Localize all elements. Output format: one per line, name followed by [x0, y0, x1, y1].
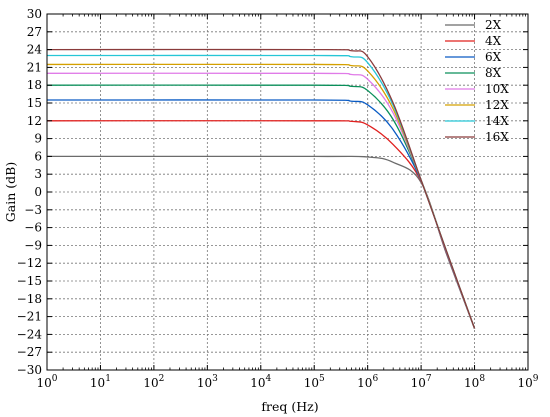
x-tick-label: 106	[357, 374, 378, 390]
y-tick-label: 0	[34, 185, 42, 199]
y-tick-label: 21	[27, 60, 42, 74]
y-tick-label: 15	[27, 96, 42, 110]
y-tick-label: −15	[17, 274, 42, 288]
x-tick-exponent: 9	[533, 374, 539, 384]
y-tick-label: −24	[17, 327, 43, 341]
x-tick-exponent: 8	[479, 374, 485, 384]
legend-label-16x: 16X	[485, 130, 509, 144]
x-tick-base: 10	[143, 376, 158, 390]
x-tick-label: 107	[411, 374, 432, 390]
x-tick-base: 10	[464, 376, 479, 390]
x-tick-label: 101	[90, 374, 111, 390]
y-tick-label: −27	[17, 345, 42, 359]
legend: 2X 4X 6X 8X 10X 12X 14X 16X	[445, 18, 509, 144]
x-tick-label: 105	[304, 374, 325, 390]
x-tick-label: 102	[143, 374, 164, 390]
x-tick-base: 10	[250, 376, 265, 390]
axes	[46, 13, 529, 371]
y-tick-label: 24	[27, 43, 43, 57]
y-tick-label: −6	[24, 221, 42, 235]
legend-label-14x: 14X	[485, 114, 509, 128]
x-tick-label: 109	[517, 374, 538, 390]
tick-labels: 100 101 102 103 104 105 106 107 108 1093027242118…	[17, 7, 539, 390]
legend-label-2x: 2X	[485, 18, 502, 32]
y-tick-label: 18	[27, 78, 42, 92]
plot-frame	[46, 13, 529, 371]
x-tick-label: 103	[197, 374, 218, 390]
series-lines	[46, 48, 476, 329]
x-tick-exponent: 4	[266, 374, 272, 384]
x-tick-base: 10	[36, 376, 51, 390]
x-tick-exponent: 2	[159, 374, 165, 384]
legend-label-10x: 10X	[485, 82, 509, 96]
y-tick-label: 27	[27, 25, 42, 39]
y-tick-label: 6	[34, 149, 42, 163]
y-tick-label: 12	[27, 114, 42, 128]
y-axis-title: Gain (dB)	[3, 162, 18, 222]
y-tick-label: −9	[24, 238, 42, 252]
x-tick-base: 10	[304, 376, 319, 390]
legend-label-6x: 6X	[485, 50, 502, 64]
x-tick-exponent: 7	[426, 374, 432, 384]
x-tick-base: 10	[357, 376, 372, 390]
y-tick-label: −18	[17, 292, 42, 306]
y-tick-label: −12	[17, 256, 42, 270]
x-tick-exponent: 1	[105, 374, 111, 384]
legend-label-8x: 8X	[485, 66, 502, 80]
grid-lines	[47, 14, 528, 370]
x-tick-exponent: 0	[52, 374, 58, 384]
x-tick-label: 100	[36, 374, 57, 390]
x-tick-exponent: 3	[212, 374, 218, 384]
x-tick-base: 10	[517, 376, 532, 390]
y-tick-label: 3	[34, 167, 42, 181]
y-tick-label: 9	[34, 132, 42, 146]
y-tick-label: −21	[17, 310, 42, 324]
legend-label-12x: 12X	[485, 98, 509, 112]
x-tick-label: 104	[250, 374, 271, 390]
y-tick-label: −30	[17, 363, 42, 377]
x-axis-title: freq (Hz)	[261, 399, 318, 414]
x-tick-base: 10	[411, 376, 426, 390]
y-tick-label: 30	[27, 7, 42, 21]
x-tick-exponent: 6	[372, 374, 378, 384]
x-tick-base: 10	[90, 376, 105, 390]
legend-label-4x: 4X	[485, 34, 502, 48]
y-tick-label: −3	[24, 203, 42, 217]
x-tick-label: 108	[464, 374, 485, 390]
x-tick-base: 10	[197, 376, 212, 390]
series-line-16x	[46, 48, 476, 329]
x-tick-exponent: 5	[319, 374, 325, 384]
